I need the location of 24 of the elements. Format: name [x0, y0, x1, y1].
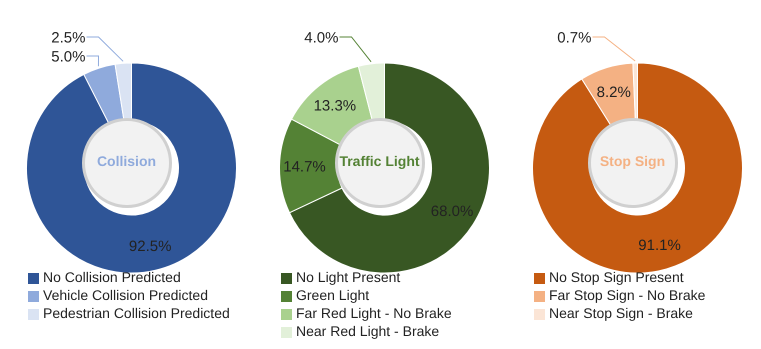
data-label: 13.3%: [314, 98, 356, 115]
donut-slice: [532, 62, 743, 274]
legend-label: Pedestrian Collision Predicted: [43, 305, 230, 321]
data-label: 14.7%: [283, 158, 326, 176]
legend-label: Green Light: [296, 287, 370, 303]
donut-slice: [26, 62, 237, 274]
data-label: 0.7%: [557, 29, 592, 46]
legend-label: Far Stop Sign - No Brake: [549, 287, 706, 303]
text: Traffic Light: [338, 153, 421, 169]
legend-label: No Collision Predicted: [43, 269, 181, 285]
data-label: 4.0%: [304, 29, 338, 46]
text: Collision: [96, 153, 158, 169]
legend-label: Near Stop Sign - Brake: [549, 305, 693, 321]
legend-label: Near Red Light - Brake: [296, 323, 440, 339]
data-label: 91.1%: [638, 237, 681, 254]
legend-label: Vehicle Collision Predicted: [43, 287, 208, 303]
legend-label: No Stop Sign Present: [549, 269, 684, 285]
legend-label: No Light Present: [296, 269, 400, 285]
data-label: 92.5%: [128, 238, 172, 256]
legend-label: Far Red Light - No Brake: [296, 305, 452, 321]
data-label: 8.2%: [596, 84, 631, 101]
data-label: 2.5%: [51, 29, 86, 46]
data-label: 5.0%: [51, 48, 86, 66]
text: Stop Sign: [598, 153, 666, 169]
